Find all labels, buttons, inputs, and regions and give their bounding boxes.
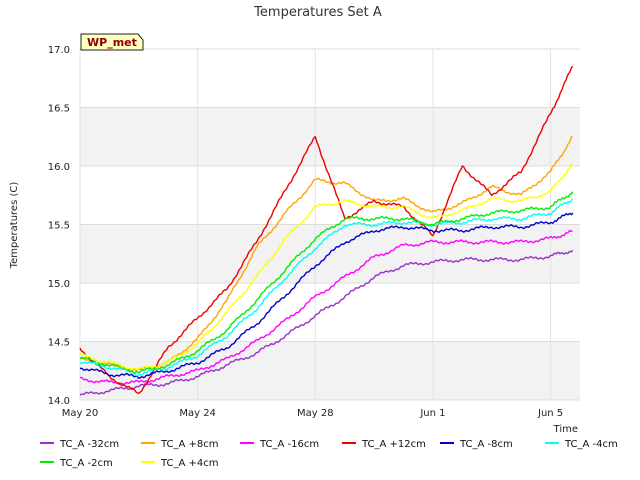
legend-label: TC_A -4cm xyxy=(564,439,618,450)
x-tick-label: May 20 xyxy=(62,408,99,419)
series-line xyxy=(79,249,574,396)
grid-lines xyxy=(79,48,580,401)
legend-label: TC_A -8cm xyxy=(459,439,513,450)
y-tick-labels: 14.0 14.5 15.0 15.5 16.0 16.5 17.0 xyxy=(48,45,70,407)
y-axis-label: Temperatures (C) xyxy=(9,182,20,270)
legend: TC_A -32cm TC_A +8cm TC_A -16cm TC_A +12cm T… xyxy=(40,439,618,469)
x-axis-label: Time xyxy=(553,424,578,435)
y-tick-label: 17.0 xyxy=(48,45,70,56)
y-tick-label: 15.5 xyxy=(48,221,70,232)
x-tick-labels: May 20 May 24 May 28 Jun 1 Jun 5 xyxy=(62,408,563,419)
x-tick-label: Jun 1 xyxy=(419,408,445,419)
series-line xyxy=(79,229,573,386)
chart-title: Temperatures Set A xyxy=(253,5,382,20)
x-tick-label: May 28 xyxy=(297,408,334,419)
station-badge-label: WP_met xyxy=(87,36,137,49)
series-line xyxy=(79,65,574,394)
series-line xyxy=(79,212,574,379)
y-tick-label: 16.0 xyxy=(48,162,70,173)
series-line xyxy=(79,191,574,374)
x-tick-label: May 24 xyxy=(179,408,216,419)
y-tick-label: 14.5 xyxy=(48,338,70,349)
legend-label: TC_A -32cm xyxy=(59,439,119,450)
series-line xyxy=(79,198,574,377)
x-tick-label: Jun 5 xyxy=(537,408,563,419)
legend-label: TC_A +8cm xyxy=(160,439,219,450)
legend-label: TC_A -16cm xyxy=(259,439,319,450)
grid-band xyxy=(80,341,580,400)
legend-label: TC_A +4cm xyxy=(160,458,219,469)
station-badge: WP_met xyxy=(80,33,144,51)
series-line xyxy=(79,162,573,371)
series-layer xyxy=(79,65,574,396)
y-tick-label: 16.5 xyxy=(48,104,70,115)
legend-label: TC_A +12cm xyxy=(361,439,426,450)
grid-bands xyxy=(80,107,580,400)
legend-label: TC_A -2cm xyxy=(59,458,113,469)
grid-band xyxy=(80,107,580,166)
y-tick-label: 14.0 xyxy=(48,396,70,407)
y-tick-label: 15.0 xyxy=(48,279,70,290)
